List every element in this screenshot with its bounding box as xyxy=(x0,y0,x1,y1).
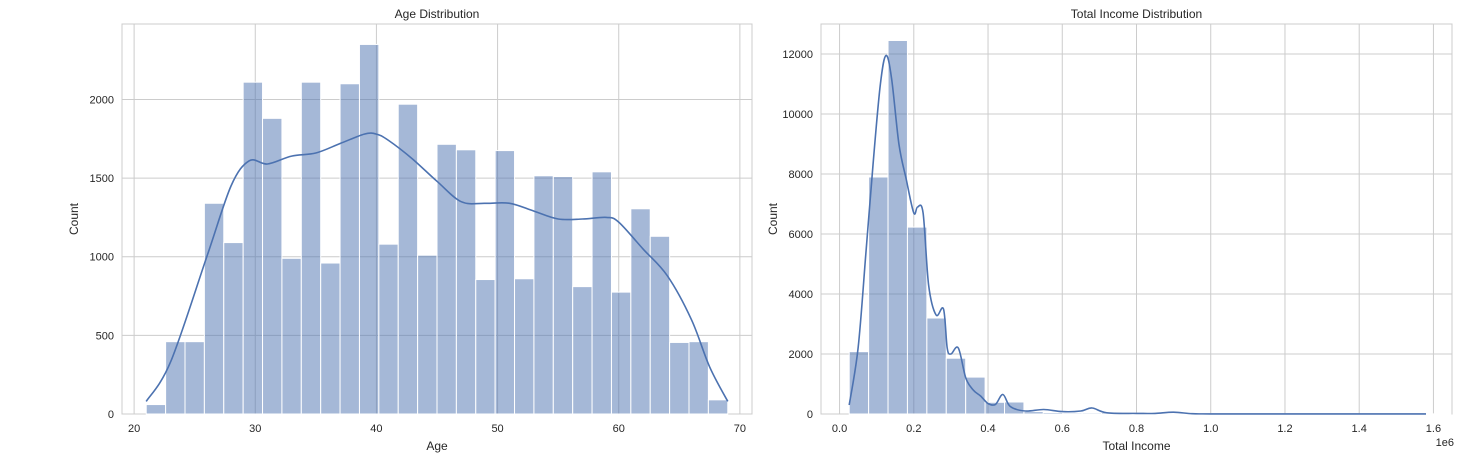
histogram-bar xyxy=(1081,412,1103,415)
kde-curve xyxy=(848,54,1426,415)
kde-curve xyxy=(145,132,729,402)
x-tick-label: 0.8 xyxy=(1129,423,1144,435)
y-tick-label: 1500 xyxy=(90,173,114,185)
y-tick-label: 2000 xyxy=(789,349,813,361)
x-axis-offset-label: 1e6 xyxy=(1436,437,1454,449)
histogram-bar xyxy=(610,291,632,415)
histogram-bars xyxy=(145,43,729,415)
histogram-bar xyxy=(184,341,205,415)
y-tick-labels: 0 500 1000 1500 2000 xyxy=(90,94,114,421)
histogram-bar xyxy=(591,171,612,415)
y-tick-label: 8000 xyxy=(789,169,813,181)
y-tick-label: 4000 xyxy=(789,289,813,301)
histogram-bar xyxy=(475,279,496,415)
x-tick-label: 0.4 xyxy=(980,423,995,435)
histogram-bar xyxy=(887,40,908,415)
histogram-bar xyxy=(926,317,947,415)
age-distribution-chart: 20 30 40 50 60 70 0 500 1000 1500 2000 Age Distri… xyxy=(67,7,753,453)
y-axis-label: Count xyxy=(67,202,81,235)
histogram-bar xyxy=(707,399,729,415)
histogram-bar xyxy=(688,341,709,415)
histogram-bar xyxy=(339,83,360,415)
histogram-bar xyxy=(494,150,516,415)
x-tick-label: 1.6 xyxy=(1426,423,1441,435)
histogram-bar xyxy=(455,149,477,415)
x-axis-label: Age xyxy=(426,439,448,453)
x-tick-labels: 20 30 40 50 60 70 xyxy=(128,423,746,435)
histogram-bar xyxy=(1062,412,1083,415)
x-tick-labels: 0.0 0.2 0.4 0.6 0.8 1.0 1.2 1.4 1.6 xyxy=(832,423,1441,435)
y-tick-labels: 0 2000 4000 6000 8000 10000 12000 xyxy=(782,49,813,421)
y-tick-label: 6000 xyxy=(789,229,813,241)
histogram-bar xyxy=(145,404,167,415)
y-tick-label: 1000 xyxy=(90,252,114,264)
chart-title: Total Income Distribution xyxy=(1071,7,1202,21)
histogram-bar xyxy=(1023,411,1044,415)
x-tick-label: 60 xyxy=(613,423,625,435)
histogram-bar xyxy=(514,278,535,415)
x-tick-label: 70 xyxy=(734,423,746,435)
x-tick-label: 0.6 xyxy=(1055,423,1070,435)
x-tick-label: 1.2 xyxy=(1277,423,1292,435)
histogram-bar xyxy=(906,226,928,415)
histogram-bar xyxy=(223,242,244,415)
histogram-bar xyxy=(552,176,574,415)
y-tick-label: 2000 xyxy=(90,94,114,106)
histogram-bar xyxy=(649,235,671,415)
x-tick-label: 0.0 xyxy=(832,423,847,435)
histogram-bar xyxy=(669,341,690,415)
histogram-bar xyxy=(242,81,264,415)
histogram-bar xyxy=(848,351,870,415)
x-tick-label: 50 xyxy=(491,423,503,435)
y-tick-label: 500 xyxy=(96,330,114,342)
x-tick-label: 1.0 xyxy=(1203,423,1218,435)
histogram-bar xyxy=(281,257,302,415)
histogram-bar xyxy=(358,43,380,415)
x-tick-label: 1.4 xyxy=(1352,423,1367,435)
histogram-bar xyxy=(165,341,186,415)
x-tick-label: 20 xyxy=(128,423,140,435)
x-tick-label: 0.2 xyxy=(906,423,921,435)
x-tick-label: 30 xyxy=(249,423,261,435)
total-income-distribution-chart: 0.0 0.2 0.4 0.6 0.8 1.0 1.2 1.4 1.6 0 2000 4000 600… xyxy=(766,7,1454,453)
histogram-bar xyxy=(868,176,889,415)
histogram-bar xyxy=(417,254,438,415)
histogram-bar xyxy=(300,81,322,415)
histogram-bar xyxy=(572,286,593,415)
histogram-bar xyxy=(1042,412,1064,415)
chart-title: Age Distribution xyxy=(395,7,480,21)
y-tick-label: 0 xyxy=(108,409,114,421)
y-tick-label: 0 xyxy=(807,409,813,421)
histogram-bar xyxy=(378,243,399,415)
y-axis-label: Count xyxy=(766,202,780,235)
y-tick-label: 10000 xyxy=(782,109,813,121)
y-tick-label: 12000 xyxy=(782,49,813,61)
x-tick-label: 40 xyxy=(370,423,382,435)
histogram-bar xyxy=(320,262,341,415)
x-axis-label: Total Income xyxy=(1102,439,1170,453)
